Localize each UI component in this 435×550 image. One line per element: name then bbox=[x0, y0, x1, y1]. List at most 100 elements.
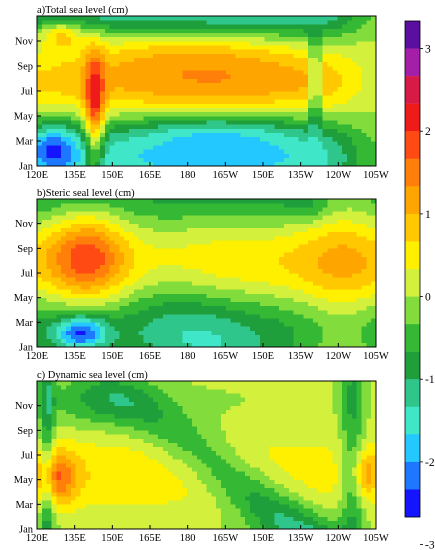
heatmap-cell bbox=[177, 82, 183, 88]
heatmap-cell bbox=[250, 136, 256, 142]
heatmap-cell bbox=[75, 78, 81, 83]
heatmap-cell bbox=[361, 314, 367, 319]
heatmap-cell bbox=[56, 128, 62, 133]
heatmap-cell bbox=[177, 326, 183, 331]
heatmap-cell bbox=[37, 24, 43, 29]
heatmap-cell bbox=[187, 149, 193, 154]
heatmap-cell bbox=[303, 248, 309, 253]
heatmap-cell bbox=[187, 78, 193, 83]
heatmap-cell bbox=[351, 28, 357, 33]
heatmap-cell bbox=[371, 322, 377, 327]
heatmap-cell bbox=[342, 264, 348, 270]
heatmap-cell bbox=[308, 16, 314, 21]
heatmap-cell bbox=[124, 342, 130, 348]
heatmap-cell bbox=[37, 305, 43, 311]
heatmap-cell bbox=[269, 28, 275, 33]
heatmap-cell bbox=[95, 273, 101, 278]
heatmap-cell bbox=[182, 70, 188, 75]
heatmap-cell bbox=[366, 318, 372, 323]
heatmap-cell bbox=[114, 157, 120, 163]
heatmap-cell bbox=[85, 219, 91, 224]
heatmap-cell bbox=[361, 111, 367, 117]
heatmap-cell bbox=[337, 149, 343, 154]
heatmap-cell bbox=[167, 297, 173, 303]
heatmap-cell bbox=[274, 82, 280, 88]
heatmap-cell bbox=[303, 342, 309, 348]
heatmap-cell bbox=[143, 301, 149, 307]
heatmap-cell bbox=[37, 136, 43, 142]
heatmap-cell bbox=[313, 41, 319, 46]
heatmap-cell bbox=[283, 49, 290, 54]
heatmap-cell bbox=[167, 256, 173, 261]
heatmap-cell bbox=[327, 157, 333, 163]
heatmap-cell bbox=[313, 318, 319, 323]
heatmap-cell bbox=[250, 227, 256, 233]
heatmap-cell bbox=[80, 16, 86, 21]
heatmap-cell bbox=[56, 326, 62, 331]
heatmap-cell bbox=[366, 297, 372, 303]
heatmap-cell bbox=[313, 36, 319, 42]
heatmap-cell bbox=[124, 120, 130, 125]
heatmap-cell bbox=[109, 281, 115, 286]
heatmap-cell bbox=[293, 244, 299, 249]
heatmap-cell bbox=[167, 310, 173, 315]
heatmap-cell bbox=[196, 24, 202, 29]
heatmap-cell bbox=[124, 157, 130, 163]
heatmap-cell bbox=[104, 16, 110, 21]
heatmap-cell bbox=[221, 207, 227, 212]
heatmap-cell bbox=[61, 289, 67, 294]
heatmap-cell bbox=[191, 107, 198, 113]
heatmap-cell bbox=[250, 244, 256, 249]
heatmap-cell bbox=[303, 111, 309, 117]
heatmap-cell bbox=[342, 297, 348, 303]
heatmap-cell bbox=[313, 277, 319, 282]
heatmap-cell bbox=[153, 338, 159, 344]
heatmap-cell bbox=[114, 273, 120, 278]
heatmap-cell bbox=[177, 273, 183, 278]
heatmap-cell bbox=[250, 82, 256, 88]
heatmap-cell bbox=[114, 136, 120, 142]
heatmap-cell bbox=[201, 141, 207, 146]
heatmap-cell bbox=[250, 289, 256, 294]
heatmap-cell bbox=[138, 203, 144, 208]
heatmap-cell bbox=[172, 157, 178, 163]
heatmap-cell bbox=[221, 211, 227, 216]
heatmap-cell bbox=[182, 99, 188, 104]
heatmap-cell bbox=[51, 322, 57, 327]
heatmap-cell bbox=[264, 318, 270, 323]
heatmap-cell bbox=[342, 240, 348, 245]
heatmap-cell bbox=[216, 74, 222, 79]
heatmap-cell bbox=[225, 145, 232, 150]
heatmap-cell bbox=[279, 153, 285, 158]
heatmap-cell bbox=[158, 111, 164, 117]
heatmap-cell bbox=[288, 28, 294, 33]
heatmap-cell bbox=[201, 334, 207, 340]
heatmap-cell bbox=[254, 338, 261, 344]
heatmap-cell bbox=[172, 330, 178, 335]
heatmap-cell bbox=[162, 136, 169, 142]
heatmap-cell bbox=[254, 136, 261, 142]
heatmap-cell bbox=[70, 207, 77, 212]
heatmap-cell bbox=[46, 203, 52, 208]
heatmap-cell bbox=[240, 161, 246, 167]
heatmap-cell bbox=[230, 310, 236, 315]
heatmap-cell bbox=[148, 28, 154, 33]
heatmap-cell bbox=[327, 268, 333, 274]
heatmap-cell bbox=[187, 277, 193, 282]
heatmap-cell bbox=[361, 107, 367, 113]
heatmap-cell bbox=[162, 297, 169, 303]
heatmap-cell bbox=[85, 111, 91, 117]
heatmap-cell bbox=[298, 82, 304, 88]
heatmap-cell bbox=[313, 57, 319, 63]
heatmap-cell bbox=[70, 141, 77, 146]
heatmap-cell bbox=[254, 49, 261, 54]
heatmap-cell bbox=[288, 95, 294, 100]
heatmap-cell bbox=[46, 264, 52, 270]
heatmap-cell bbox=[191, 70, 198, 75]
heatmap-cell bbox=[279, 99, 285, 104]
heatmap-cell bbox=[259, 211, 265, 216]
heatmap-cell bbox=[254, 91, 261, 96]
heatmap-cell bbox=[201, 260, 207, 266]
heatmap-cell bbox=[191, 264, 198, 270]
heatmap-cell bbox=[167, 338, 173, 344]
